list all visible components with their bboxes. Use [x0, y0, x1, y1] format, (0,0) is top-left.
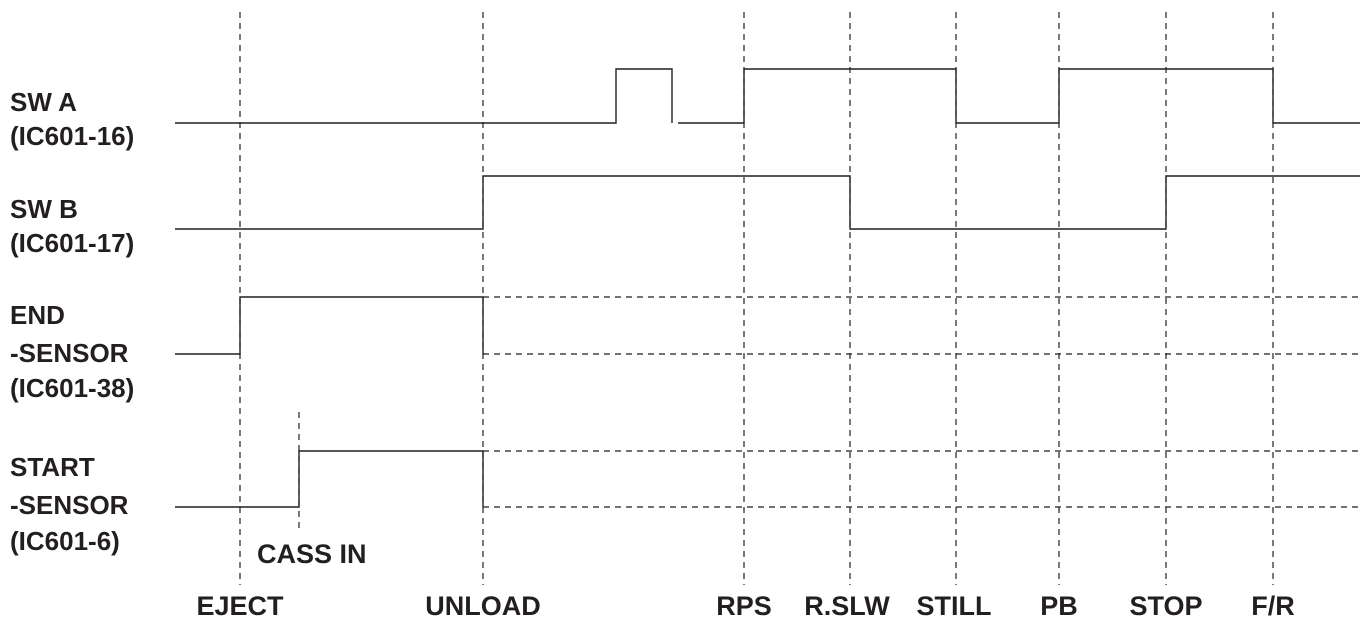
- signal-labels: SW A (IC601-16) SW B (IC601-17) END -SEN…: [10, 87, 134, 556]
- label-end-sensor-line2: -SENSOR: [10, 338, 129, 368]
- mode-label-r-slw: R.SLW: [804, 591, 890, 621]
- mode-label-unload: UNLOAD: [425, 591, 541, 621]
- label-start-sensor-line1: START: [10, 452, 95, 482]
- label-start-sensor-pin: (IC601-6): [10, 526, 120, 556]
- label-sw-b-pin: (IC601-17): [10, 228, 134, 258]
- mode-label-f-r: F/R: [1251, 591, 1295, 621]
- mode-label-eject: EJECT: [196, 591, 284, 621]
- label-end-sensor-line1: END: [10, 300, 65, 330]
- mode-markers: [239, 12, 1274, 585]
- waveform-sw-a: [175, 68, 1360, 124]
- mode-labels: EJECT UNLOAD RPS R.SLW STILL PB STOP F/R: [196, 591, 1294, 621]
- annotation-cass-in: CASS IN: [257, 539, 367, 569]
- mode-label-still: STILL: [917, 591, 992, 621]
- mode-label-stop: STOP: [1129, 591, 1202, 621]
- mode-label-rps: RPS: [716, 591, 772, 621]
- waveform-end-sensor: [175, 296, 484, 355]
- label-start-sensor-line2: -SENSOR: [10, 490, 129, 520]
- mode-label-pb: PB: [1040, 591, 1078, 621]
- label-sw-b-name: SW B: [10, 194, 78, 224]
- label-sw-a-name: SW A: [10, 87, 77, 117]
- label-end-sensor-pin: (IC601-38): [10, 373, 134, 403]
- waveform-sw-b: [175, 175, 1360, 230]
- waveform-start-sensor: [175, 450, 484, 508]
- label-sw-a-pin: (IC601-16): [10, 121, 134, 151]
